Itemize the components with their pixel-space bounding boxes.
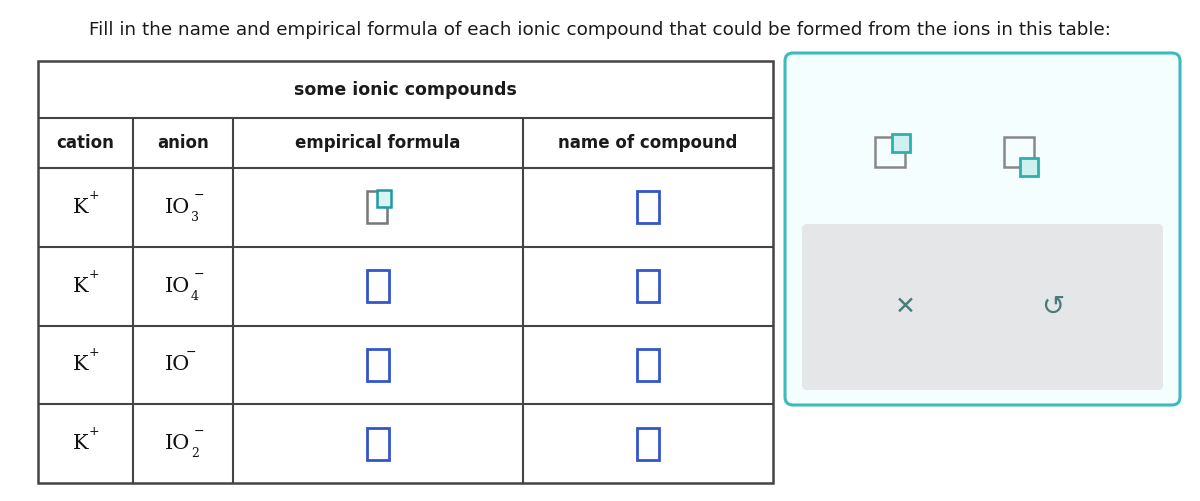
Text: K: K (73, 434, 89, 453)
Bar (377, 190, 391, 207)
Bar (637, 191, 659, 223)
Bar (1020, 158, 1038, 176)
Text: cation: cation (56, 134, 114, 152)
Bar (367, 349, 389, 381)
Text: IO: IO (164, 434, 190, 453)
Text: +: + (88, 189, 98, 202)
Text: 2: 2 (191, 447, 199, 460)
FancyBboxPatch shape (802, 224, 1163, 390)
Text: K: K (73, 198, 89, 217)
Text: empirical formula: empirical formula (295, 134, 461, 152)
Text: −: − (186, 346, 197, 359)
Bar (637, 349, 659, 381)
Text: anion: anion (157, 134, 209, 152)
Text: 4: 4 (191, 290, 199, 303)
Text: ✕: ✕ (895, 295, 916, 319)
Bar (1004, 137, 1034, 167)
Bar (367, 191, 386, 223)
FancyBboxPatch shape (785, 53, 1180, 405)
Text: Fill in the name and empirical formula of each ionic compound that could be form: Fill in the name and empirical formula o… (89, 21, 1111, 39)
Text: −: − (193, 189, 204, 202)
Bar (38, 61, 773, 483)
Text: 3: 3 (191, 211, 199, 224)
Bar (367, 428, 389, 459)
Text: ↺: ↺ (1042, 293, 1064, 321)
Text: some ionic compounds: some ionic compounds (294, 81, 517, 99)
Text: +: + (88, 425, 98, 438)
Text: IO: IO (164, 277, 190, 296)
Text: +: + (88, 268, 98, 281)
Bar (637, 270, 659, 302)
Bar (875, 137, 905, 167)
Text: −: − (193, 425, 204, 438)
Bar (892, 134, 910, 152)
Text: name of compound: name of compound (558, 134, 738, 152)
Bar (367, 270, 389, 302)
Text: IO: IO (164, 355, 190, 374)
Text: −: − (193, 268, 204, 281)
Text: IO: IO (164, 198, 190, 217)
Text: K: K (73, 277, 89, 296)
Text: +: + (88, 346, 98, 359)
Bar (637, 428, 659, 459)
Text: K: K (73, 355, 89, 374)
